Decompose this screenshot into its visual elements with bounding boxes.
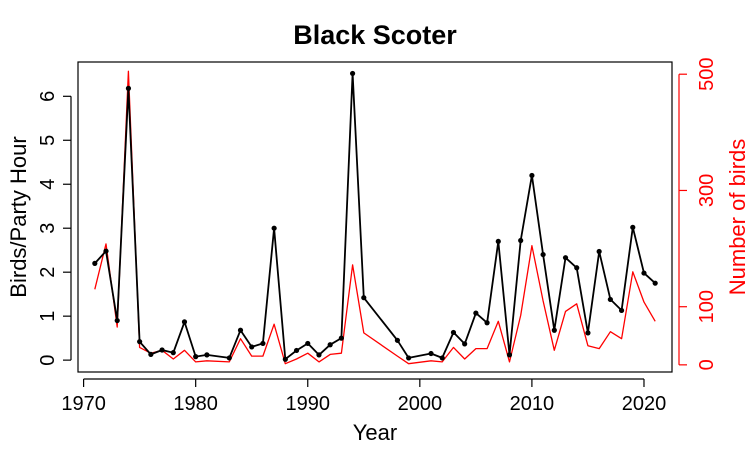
birds_per_party_hour-point [506, 352, 513, 358]
y-left-tick-label: 6 [37, 91, 59, 102]
birds_per_party_hour-point [159, 347, 165, 353]
birds_per_party_hour-line [94, 72, 656, 361]
birds_per_party_hour-point [193, 354, 199, 360]
y-left-tick-label: 0 [37, 355, 59, 366]
birds_per_party_hour-point [394, 337, 401, 343]
birds_per_party_hour-point [204, 352, 210, 358]
birds_per_party_hour-point [316, 352, 322, 358]
y-axis-left: 0 1 2 3 4 5 6 [37, 91, 72, 366]
x-tick-label: 2010 [510, 393, 555, 415]
birds_per_party_hour-point [249, 344, 255, 350]
birds_per_party_hour-point [271, 225, 277, 231]
birds_per_party_hour-point [439, 355, 445, 361]
birds_per_party_hour-point [181, 319, 188, 325]
birds_per_party_hour-point [125, 85, 132, 91]
y-right-tick-label: 100 [696, 290, 718, 323]
birds_per_party_hour-point [562, 255, 569, 261]
birds_per_party_hour-point [114, 317, 120, 324]
chart-title: Black Scoter [293, 20, 457, 50]
birds_per_party_hour-point [428, 350, 434, 357]
y-right-tick-label: 500 [696, 58, 718, 91]
birds_per_party_hour-point [618, 307, 625, 314]
birds_per_party_hour-point [226, 355, 232, 361]
birds_per_party_hour-point [462, 341, 468, 347]
birds_per_party_hour-point [574, 265, 580, 271]
x-tick-label: 2000 [398, 393, 443, 415]
x-tick-label: 2020 [622, 393, 667, 415]
birds_per_party_hour-point [349, 70, 356, 77]
y-axis-left-label: Birds/Party Hour [6, 136, 31, 297]
birds_per_party_hour-point [103, 248, 109, 254]
birds_per_party_hour-point [529, 172, 535, 179]
y-left-tick-label: 5 [37, 135, 59, 146]
birds_per_party_hour-point [148, 351, 154, 358]
birds_per_party_hour-point [641, 270, 647, 276]
birds_per_party_hour-point [484, 320, 490, 326]
number_of_birds-line [94, 70, 656, 365]
birds_per_party_hour-point [282, 356, 288, 362]
birds_per_party_hour-point [293, 347, 300, 354]
birds_per_party_hour-point [237, 327, 244, 333]
y-left-tick-label: 1 [37, 311, 59, 322]
birds_per_party_hour-point [607, 296, 613, 303]
y-axis-right-label: Number of birds [725, 139, 750, 296]
birds_per_party_hour-point [305, 340, 311, 347]
x-tick-label: 1990 [286, 393, 331, 415]
y-left-tick-label: 4 [37, 179, 59, 190]
birds_per_party_hour-point [450, 329, 457, 336]
birds_per_party_hour-point [551, 327, 557, 333]
birds_per_party_hour-point [338, 335, 344, 341]
x-tick-label: 1970 [61, 393, 106, 415]
series-layer [92, 70, 658, 365]
birds_per_party_hour-point [596, 248, 602, 255]
y-right-tick-label: 0 [696, 359, 718, 370]
x-axis-label: Year [353, 420, 397, 445]
birds_per_party_hour-point [92, 260, 98, 266]
x-tick-label: 1980 [173, 393, 218, 415]
birds_per_party_hour-point [495, 238, 501, 245]
y-left-tick-label: 3 [37, 223, 59, 234]
birds_per_party_hour-point [518, 237, 524, 244]
birds_per_party_hour-point [630, 224, 636, 230]
birds_per_party_hour-point [170, 350, 176, 356]
x-axis: 1970 1980 1990 2000 2010 2020 [61, 378, 667, 415]
birds_per_party_hour-point [585, 330, 591, 336]
birds_per_party_hour-point [540, 251, 546, 258]
y-right-tick-label: 300 [696, 174, 718, 207]
birds_per_party_hour-point [406, 355, 412, 361]
birds_per_party_hour-point [473, 310, 479, 316]
birds_per_party_hour-point [260, 340, 266, 347]
y-left-tick-label: 2 [37, 267, 59, 278]
plot-frame [77, 61, 673, 373]
birds_per_party_hour-point [327, 342, 333, 348]
birds_per_party_hour-point [652, 280, 658, 286]
birds_per_party_hour-point [137, 339, 143, 345]
y-axis-right: 0 100 300 500 [678, 58, 718, 370]
birds_per_party_hour-point [361, 295, 367, 301]
